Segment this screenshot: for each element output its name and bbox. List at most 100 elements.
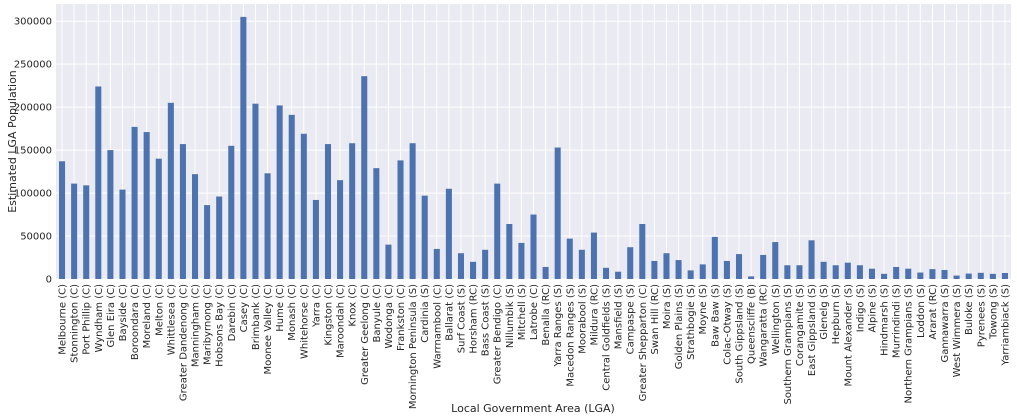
bar [349, 143, 356, 279]
x-tick-label: Whitehorse (C) [299, 284, 310, 359]
bar [615, 271, 622, 279]
x-tick-label: Moreland (C) [142, 284, 153, 348]
x-tick-label: Port Phillip (C) [82, 284, 93, 355]
y-tick-label: 100000 [14, 189, 52, 200]
x-tick-label: Mildura (RC) [589, 284, 600, 346]
x-tick-label: Hepburn (S) [831, 284, 842, 344]
x-tick-label: Yarra (C) [311, 284, 322, 328]
bar [735, 254, 743, 279]
x-tick-label: Melton (C) [154, 284, 165, 336]
bar [881, 273, 888, 279]
bar [59, 161, 66, 279]
bar [723, 260, 730, 279]
bar [603, 267, 610, 279]
x-tick-label: Macedon Ranges (S) [565, 284, 576, 387]
bar [760, 254, 767, 279]
x-tick-label: Loddon (S) [916, 284, 927, 338]
bar [796, 265, 803, 279]
x-tick-label: Ararat (RC) [928, 284, 939, 340]
x-tick-label: Brimbank (C) [251, 284, 262, 350]
bar [929, 269, 936, 279]
x-tick-label: Surf Coast (S) [456, 284, 467, 353]
bar [95, 86, 102, 279]
bar [494, 183, 501, 279]
bar [276, 105, 283, 279]
x-tick-label: Golden Plains (S) [674, 284, 685, 369]
x-tick-label: Moonee Valley (C) [263, 284, 274, 375]
x-tick-label: Casey (C) [239, 284, 250, 332]
bar [155, 158, 162, 279]
x-tick-label: Northern Grampians (S) [904, 284, 915, 404]
bar [457, 253, 464, 279]
x-tick-label: Frankston (C) [396, 284, 407, 351]
x-tick-label: Boroondara (C) [130, 284, 141, 360]
bar [312, 199, 319, 279]
bar [675, 260, 682, 279]
x-tick-label: Campaspe (S) [626, 284, 637, 354]
bar [288, 114, 295, 279]
bars [59, 16, 1008, 279]
x-tick-label: Ballarat (C) [444, 284, 455, 341]
x-tick-label: Wangaratta (RC) [759, 284, 770, 367]
x-tick-label: Nillumbik (S) [505, 284, 516, 348]
bar [905, 268, 912, 279]
x-tick-label: Southern Grampians (S) [783, 284, 794, 405]
bar [542, 266, 549, 279]
x-tick-label: East Gippsland (S) [807, 284, 818, 376]
y-tick-label: 300000 [14, 17, 52, 28]
x-tick-label: Moyne (S) [698, 284, 709, 335]
bar [784, 265, 791, 279]
bar [191, 174, 199, 279]
x-tick-label: Strathbogie (S) [686, 284, 697, 360]
y-tick-label: 150000 [14, 146, 52, 157]
bar [482, 249, 489, 279]
y-tick-label: 0 [46, 275, 52, 286]
x-tick-label: Indigo (S) [855, 284, 866, 332]
bar [433, 248, 440, 279]
bar [699, 264, 706, 279]
bar [530, 214, 537, 279]
bar [965, 273, 972, 279]
bar [83, 185, 90, 279]
bar [324, 144, 332, 279]
x-tick-label: Pyrenees (S) [976, 284, 987, 347]
x-tick-label: Latrobe (C) [529, 284, 540, 340]
x-tick-label: Moorabool (S) [577, 284, 588, 354]
x-tick-label: Buloke (S) [964, 284, 975, 335]
x-tick-label: Warrnambool (C) [432, 284, 443, 369]
bar [651, 260, 658, 279]
bar [748, 276, 755, 279]
x-tick-label: Corangamite (S) [795, 284, 806, 366]
x-tick-label: Gannawarra (S) [940, 284, 951, 363]
x-tick-label: Murrindindi (S) [892, 284, 903, 358]
x-tick-label: Melbourne (C) [58, 284, 69, 355]
bar [470, 261, 477, 279]
bar [71, 183, 78, 279]
y-tick-label: 200000 [14, 103, 52, 114]
bar [252, 103, 259, 279]
bar [421, 195, 428, 279]
bar [361, 76, 368, 279]
x-tick-label: Alpine (S) [867, 284, 878, 333]
bar [663, 253, 670, 279]
bar [107, 150, 114, 279]
bar [300, 133, 307, 279]
x-tick-label: Greater Shepparton (C) [638, 284, 649, 401]
bar [1001, 272, 1008, 279]
bar [977, 272, 984, 279]
bar [856, 265, 863, 279]
x-tick-label: Greater Geelong (C) [360, 284, 371, 385]
bar [590, 232, 597, 279]
x-tick-label: Manningham (C) [191, 284, 202, 367]
x-tick-label: Knox (C) [348, 284, 359, 327]
bar [216, 196, 223, 279]
x-tick-label: Mansfield (S) [614, 284, 625, 349]
bar [167, 102, 174, 279]
x-tick-label: Yarriambiack (S) [1000, 284, 1011, 367]
x-tick-label: Hobsons Bay (C) [215, 284, 226, 367]
x-tick-label: Towong (S) [988, 284, 999, 340]
x-tick-label: Maroondah (C) [336, 284, 347, 358]
x-tick-label: Moira (S) [662, 284, 673, 329]
x-tick-label: Mornington Peninsula (S) [408, 284, 419, 409]
